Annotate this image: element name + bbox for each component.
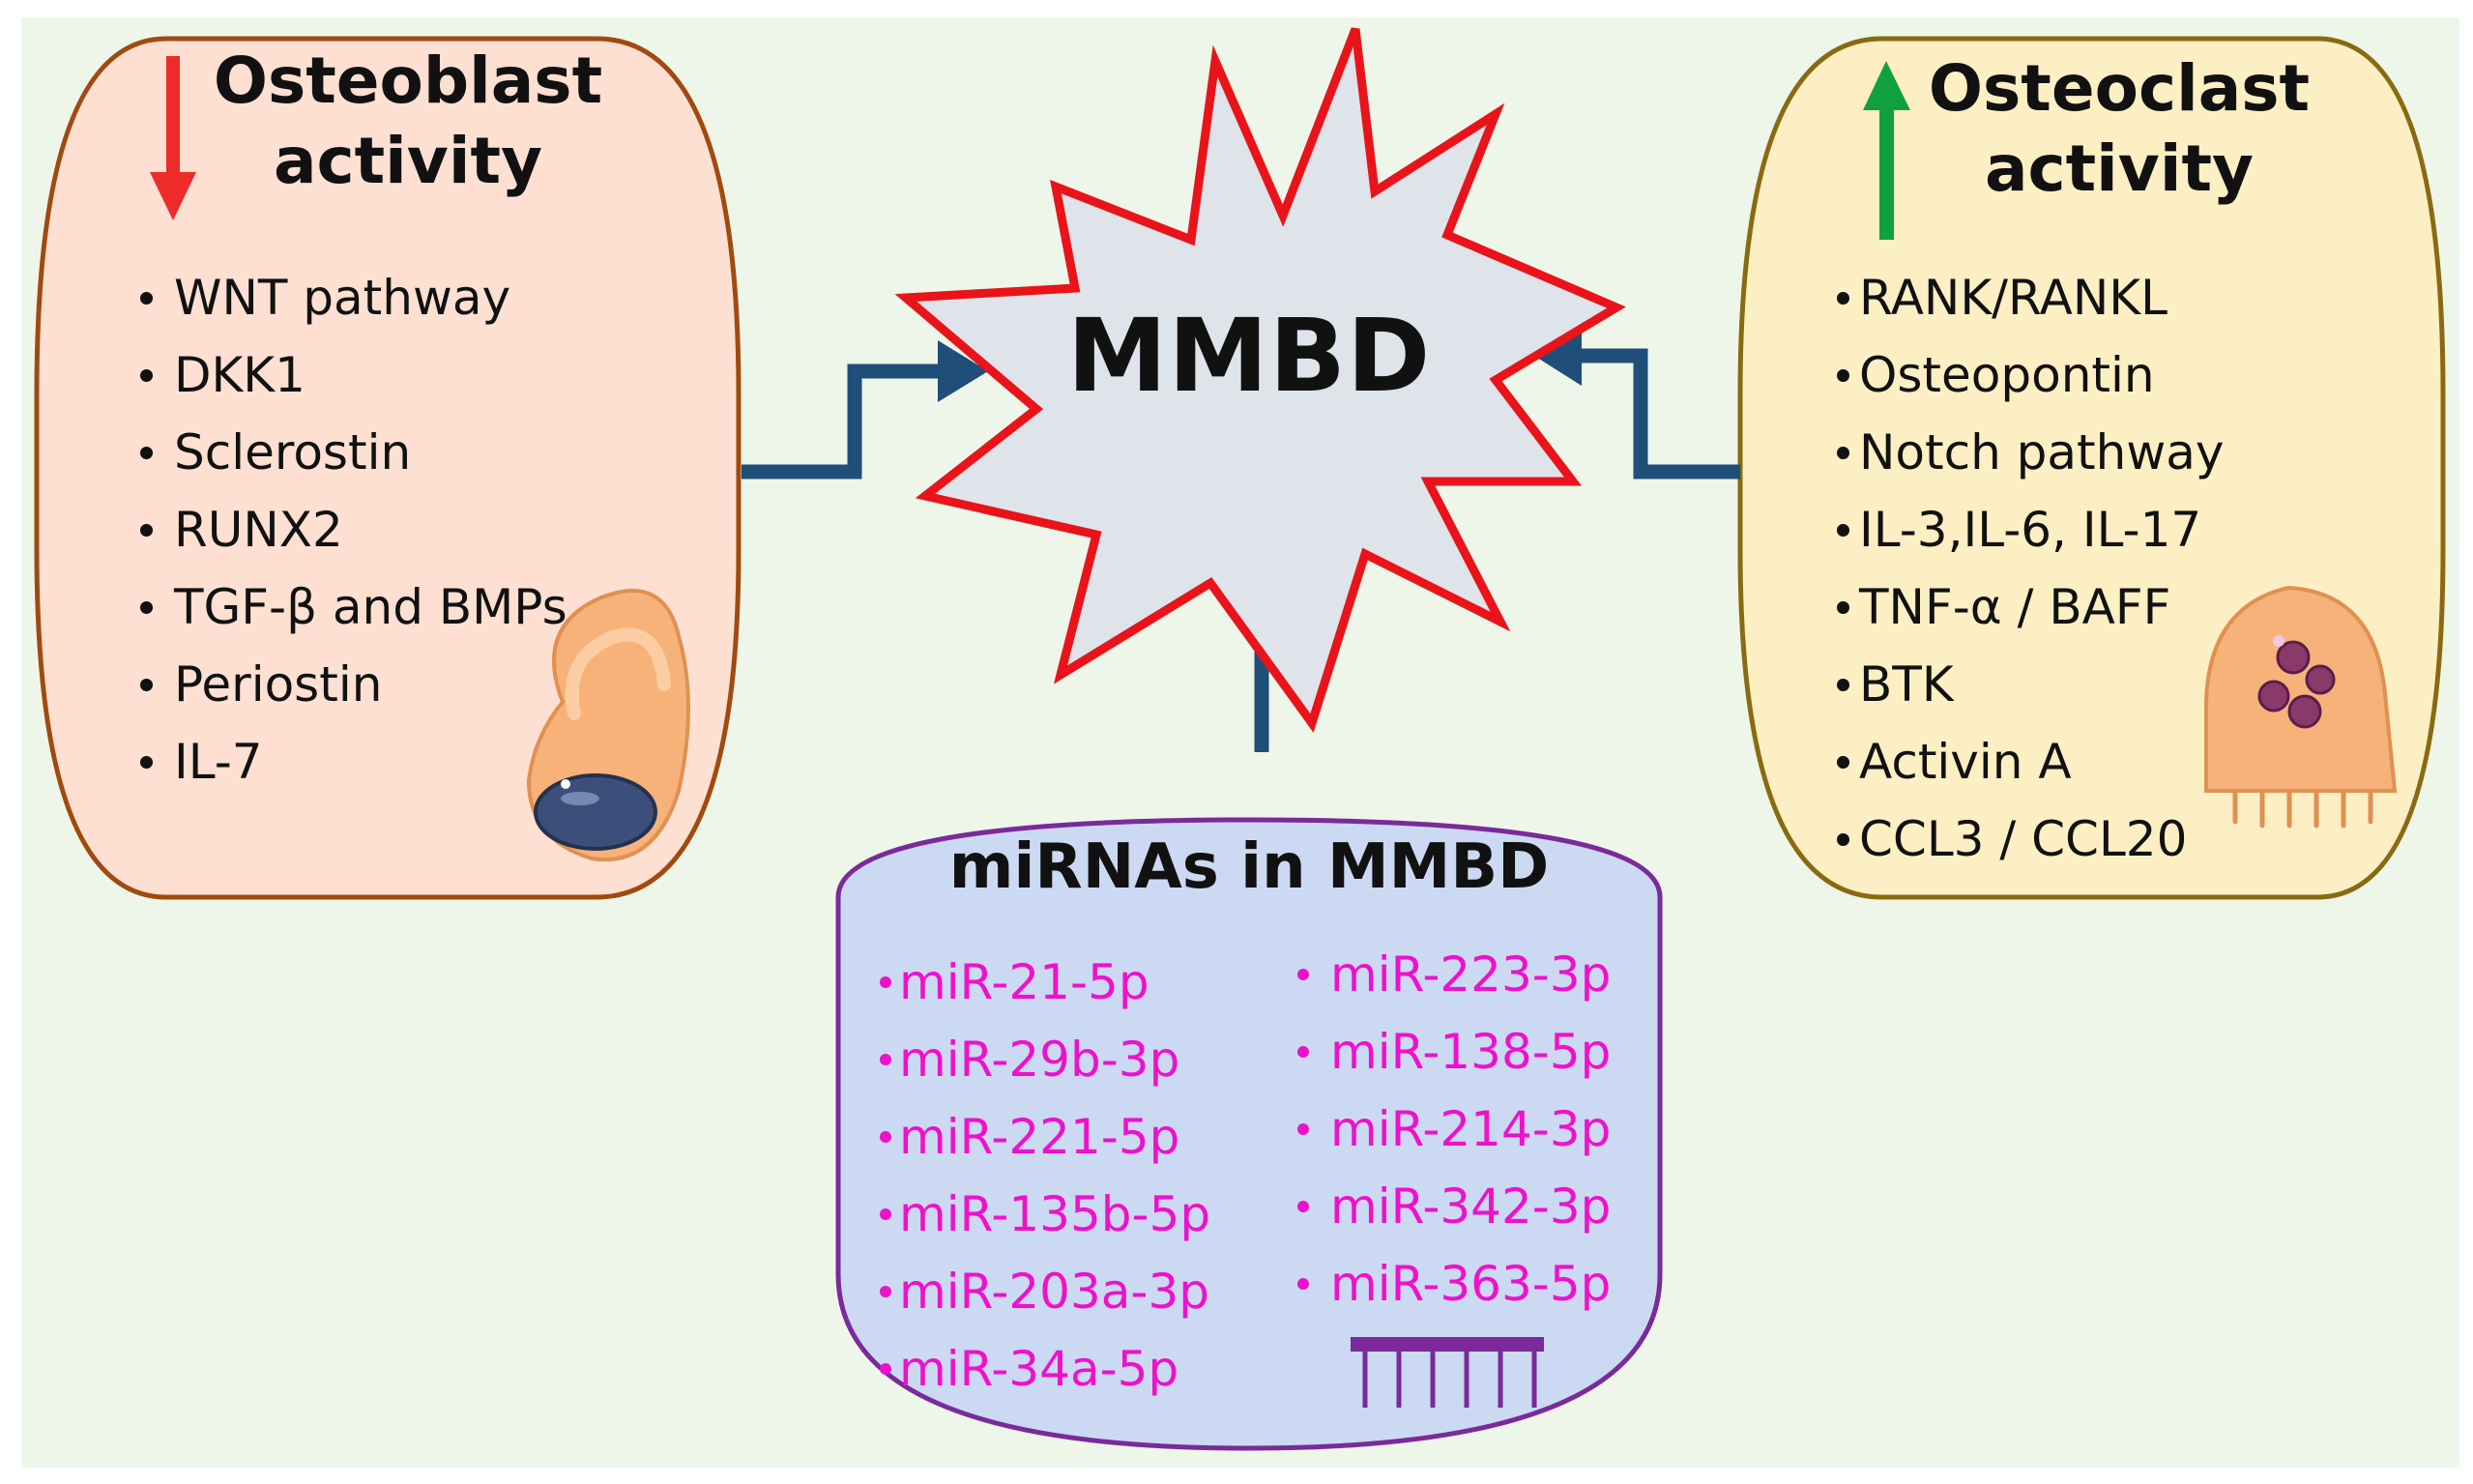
list-item: BTK bbox=[1837, 646, 2224, 723]
up-arrow-icon bbox=[1863, 61, 1910, 240]
mirna-panel bbox=[835, 817, 1663, 1451]
osteoclast-title: Osteoclast activity bbox=[1916, 54, 2322, 204]
list-item-label: Periostin bbox=[174, 656, 383, 713]
osteoclast-title-line1: Osteoclast bbox=[1928, 51, 2311, 126]
list-item-label: miR-138-5p bbox=[1330, 1024, 1612, 1080]
list-item-label: miR-135b-5p bbox=[899, 1186, 1211, 1242]
mirna-title: miRNAs in MMBD bbox=[948, 831, 1550, 903]
osteoclast-connector bbox=[1580, 348, 1740, 480]
list-item: Sclerostin bbox=[140, 414, 567, 491]
list-item-label: BTK bbox=[1859, 656, 1954, 713]
list-item: Notch pathway bbox=[1837, 414, 2224, 491]
mirna-left-list: miR-21-5p miR-29b-3p miR-221-5p miR-135b… bbox=[880, 944, 1210, 1408]
list-item-label: miR-223-3p bbox=[1330, 946, 1612, 1003]
osteoblast-list: WNT pathway DKK1 Sclerostin RUNX2 TGF-β … bbox=[140, 259, 567, 800]
list-item-label: miR-221-5p bbox=[899, 1109, 1180, 1165]
list-item: Periostin bbox=[140, 646, 567, 723]
osteoblast-connector bbox=[742, 364, 940, 480]
list-item-label: Sclerostin bbox=[174, 424, 412, 480]
list-item-label: miR-29b-3p bbox=[899, 1032, 1180, 1088]
list-item: RANK/RANKL bbox=[1837, 259, 2224, 336]
list-item: miR-221-5p bbox=[880, 1098, 1210, 1176]
osteoclast-list: RANK/RANKL Osteopontin Notch pathway IL-… bbox=[1837, 259, 2224, 878]
list-item: Osteopontin bbox=[1837, 336, 2224, 414]
mmbd-starburst bbox=[894, 27, 1626, 733]
list-item: miR-34a-5p bbox=[880, 1330, 1210, 1408]
list-item: miR-223-3p bbox=[1297, 936, 1611, 1013]
list-item-label: WNT pathway bbox=[174, 270, 511, 326]
list-item-label: miR-34a-5p bbox=[899, 1341, 1179, 1397]
list-item: TNF-α / BAFF bbox=[1837, 568, 2224, 646]
down-arrow-icon bbox=[150, 56, 196, 220]
list-item: miR-138-5p bbox=[1297, 1013, 1611, 1091]
list-item: miR-29b-3p bbox=[880, 1021, 1210, 1098]
osteoblast-title: Osteoblast activity bbox=[205, 46, 611, 196]
list-item: Activin A bbox=[1837, 723, 2224, 800]
list-item: miR-203a-3p bbox=[880, 1253, 1210, 1330]
osteoclast-arrowhead bbox=[1534, 326, 1582, 386]
mirna-comb-icon bbox=[1351, 1337, 1544, 1408]
osteoblast-title-line2: activity bbox=[273, 124, 543, 199]
list-item: WNT pathway bbox=[140, 259, 567, 336]
diagram-canvas: MMBD Osteoblast activity WNT pathway DKK… bbox=[21, 17, 2459, 1468]
osteoclast-title-line2: activity bbox=[1984, 131, 2255, 207]
list-item-label: miR-363-5p bbox=[1330, 1256, 1612, 1312]
list-item-label: IL-3,IL-6, IL-17 bbox=[1859, 502, 2202, 558]
diagram-graphics bbox=[34, 27, 2446, 1451]
list-item: miR-342-3p bbox=[1297, 1168, 1611, 1245]
osteoblast-arrowhead bbox=[938, 340, 988, 402]
mmbd-label: MMBD bbox=[1066, 297, 1432, 415]
list-item: miR-21-5p bbox=[880, 944, 1210, 1021]
list-item-label: Notch pathway bbox=[1859, 424, 2225, 480]
list-item-label: CCL3 / CCL20 bbox=[1859, 811, 2188, 867]
list-item-label: DKK1 bbox=[174, 347, 305, 403]
list-item-label: miR-21-5p bbox=[899, 954, 1149, 1010]
osteoblast-title-line1: Osteoblast bbox=[213, 44, 603, 118]
list-item: RUNX2 bbox=[140, 491, 567, 568]
list-item: CCL3 / CCL20 bbox=[1837, 800, 2224, 878]
list-item-label: IL-7 bbox=[174, 734, 263, 790]
list-item-label: Osteopontin bbox=[1859, 347, 2155, 403]
list-item-label: TNF-α / BAFF bbox=[1859, 579, 2171, 635]
list-item: miR-135b-5p bbox=[880, 1176, 1210, 1253]
list-item-label: TGF-β and BMPs bbox=[174, 579, 567, 635]
list-item-label: RANK/RANKL bbox=[1859, 270, 2168, 326]
osteoblast-cell-icon bbox=[526, 589, 690, 862]
mirna-right-list: miR-223-3p miR-138-5p miR-214-3p miR-342… bbox=[1297, 936, 1611, 1323]
list-item: IL-7 bbox=[140, 723, 567, 800]
osteoclast-cell-icon bbox=[2203, 585, 2398, 829]
list-item: DKK1 bbox=[140, 336, 567, 414]
list-item: miR-363-5p bbox=[1297, 1245, 1611, 1323]
list-item: IL-3,IL-6, IL-17 bbox=[1837, 491, 2224, 568]
list-item-label: miR-203a-3p bbox=[899, 1264, 1210, 1320]
list-item-label: miR-342-3p bbox=[1330, 1178, 1612, 1235]
list-item: miR-214-3p bbox=[1297, 1091, 1611, 1168]
list-item-label: miR-214-3p bbox=[1330, 1101, 1612, 1157]
list-item: TGF-β and BMPs bbox=[140, 568, 567, 646]
list-item-label: Activin A bbox=[1859, 734, 2072, 790]
list-item-label: RUNX2 bbox=[174, 502, 343, 558]
